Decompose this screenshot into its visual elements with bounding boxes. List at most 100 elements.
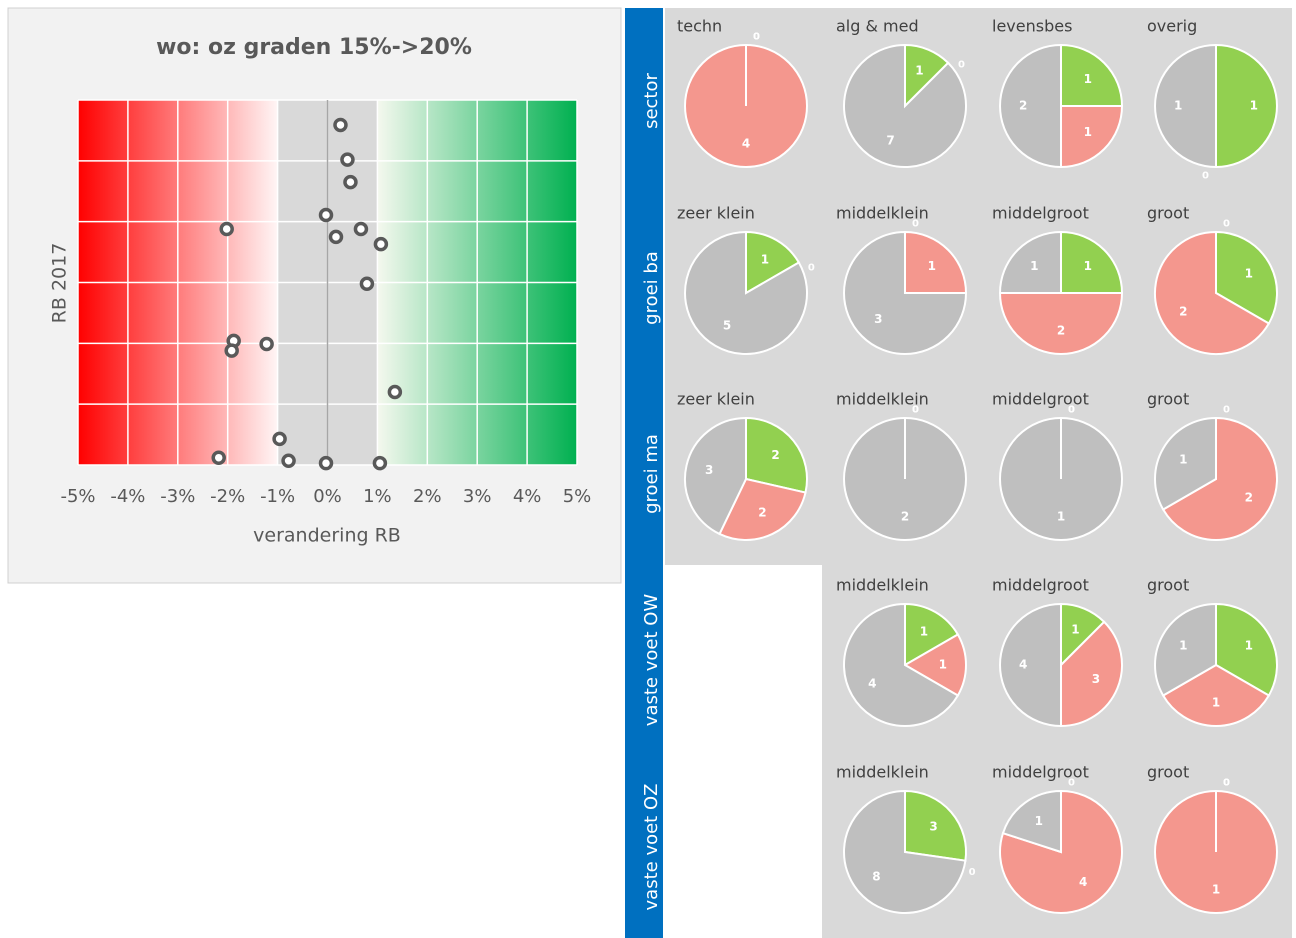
x-tick-label: -1% <box>260 486 295 507</box>
pie-title: levensbes <box>992 17 1072 36</box>
pie-slice <box>1153 416 1217 511</box>
pie-slice <box>843 43 967 168</box>
pie-title: middelgroot <box>992 390 1089 409</box>
slice-label: 1 <box>1212 882 1220 896</box>
x-tick-label: -2% <box>210 486 245 507</box>
scatter-point <box>272 431 287 447</box>
scatter-point <box>372 455 388 471</box>
slice-label: 4 <box>1079 875 1087 889</box>
pie-slice <box>843 789 967 914</box>
slice-label: 8 <box>872 869 880 883</box>
slice-label: 3 <box>874 312 882 326</box>
slice-label: 0 <box>1068 405 1075 416</box>
pie-title: middelklein <box>836 576 929 595</box>
pie-title: groot <box>1147 763 1189 782</box>
slice-label: 0 <box>1223 778 1230 789</box>
pie-slice <box>999 602 1062 728</box>
pie-slice <box>1154 43 1217 169</box>
x-tick-label: 5% <box>563 486 592 507</box>
slice-label: 1 <box>1245 267 1253 281</box>
slice-label: 1 <box>1084 72 1092 86</box>
scatter-point <box>373 236 389 252</box>
pie-slice <box>904 230 968 294</box>
scatter-point <box>318 455 334 471</box>
slice-label: 1 <box>1179 453 1187 467</box>
row-label: groei ma <box>641 434 662 514</box>
slice-label: 0 <box>969 867 976 878</box>
scatter-point <box>211 450 226 465</box>
x-axis-label: verandering RB <box>253 525 401 547</box>
pie-title: zeer klein <box>677 390 755 409</box>
pie-title: middelklein <box>836 763 929 782</box>
x-tick-label: 4% <box>513 486 542 507</box>
scatter-point <box>219 221 234 237</box>
pie-slice <box>904 602 960 667</box>
slice-label: 1 <box>1245 639 1253 653</box>
slice-label: 0 <box>1068 405 1075 416</box>
slice-label: 4 <box>1019 658 1027 672</box>
x-tick-label: -3% <box>160 486 195 507</box>
slice-label: 0 <box>1202 170 1209 181</box>
slice-label: 4 <box>868 676 876 690</box>
slice-label: 7 <box>886 133 894 147</box>
x-tick-label: 0% <box>313 486 342 507</box>
x-tick-label: 2% <box>413 486 442 507</box>
slice-label: 3 <box>929 820 937 834</box>
slice-label: 1 <box>1084 125 1092 139</box>
pie-slice <box>843 602 960 727</box>
slice-label: 2 <box>1019 99 1027 113</box>
pie-title: techn <box>677 17 722 36</box>
pie-title: groot <box>1147 576 1189 595</box>
pie-slice <box>1215 602 1279 697</box>
slice-label: 0 <box>958 59 965 70</box>
scatter-point <box>259 336 274 352</box>
slice-label: 0 <box>1223 405 1230 416</box>
scatter-point <box>318 207 334 223</box>
slice-label: 1 <box>1212 695 1220 709</box>
slice-label: 3 <box>705 463 713 477</box>
slice-label: 1 <box>915 64 923 78</box>
scatter-point <box>340 152 355 167</box>
pie-slice <box>998 292 1124 355</box>
pie-slice <box>1215 230 1279 325</box>
slice-label: 1 <box>1179 639 1187 653</box>
slice-label: 0 <box>753 32 760 43</box>
slice-label: 3 <box>1092 672 1100 686</box>
slice-label: 5 <box>723 318 731 332</box>
pie-title: groot <box>1147 204 1189 223</box>
pie-slice <box>1060 105 1124 169</box>
pie-title: overig <box>1147 17 1197 36</box>
slice-label: 2 <box>758 506 766 520</box>
slice-label: 1 <box>939 658 947 672</box>
scatter-point <box>333 117 348 133</box>
slice-label: 1 <box>920 625 928 639</box>
pie-slice <box>1060 43 1124 107</box>
pie-title: middelklein <box>836 204 929 223</box>
x-tick-label: -5% <box>60 486 95 507</box>
slice-label: 1 <box>1084 259 1092 273</box>
x-tick-label: 1% <box>363 486 392 507</box>
pie-slice <box>745 230 801 295</box>
row-label: groei ba <box>641 251 662 325</box>
slice-label: 0 <box>808 262 815 273</box>
slice-label: 0 <box>1223 219 1230 230</box>
slice-label: 0 <box>1068 778 1075 789</box>
row-label-bar <box>625 8 663 938</box>
slice-label: 0 <box>1223 778 1230 789</box>
pie-slice <box>1161 416 1278 541</box>
pie-title: middelgroot <box>992 204 1089 223</box>
pie-slice <box>1060 620 1123 728</box>
row-label: vaste voet OZ <box>641 784 662 911</box>
slice-label: 1 <box>1174 99 1182 113</box>
slice-label: 1 <box>1030 259 1038 273</box>
slice-label: 1 <box>761 253 769 267</box>
pie-slice <box>998 230 1062 294</box>
slice-label: 1 <box>1250 99 1258 113</box>
y-axis-label: RB 2017 <box>49 243 71 324</box>
pie-slice <box>904 789 967 862</box>
slice-label: 0 <box>753 32 760 43</box>
scatter-point <box>387 384 403 400</box>
pie-slice <box>1153 602 1217 697</box>
pie-slice <box>843 230 968 355</box>
